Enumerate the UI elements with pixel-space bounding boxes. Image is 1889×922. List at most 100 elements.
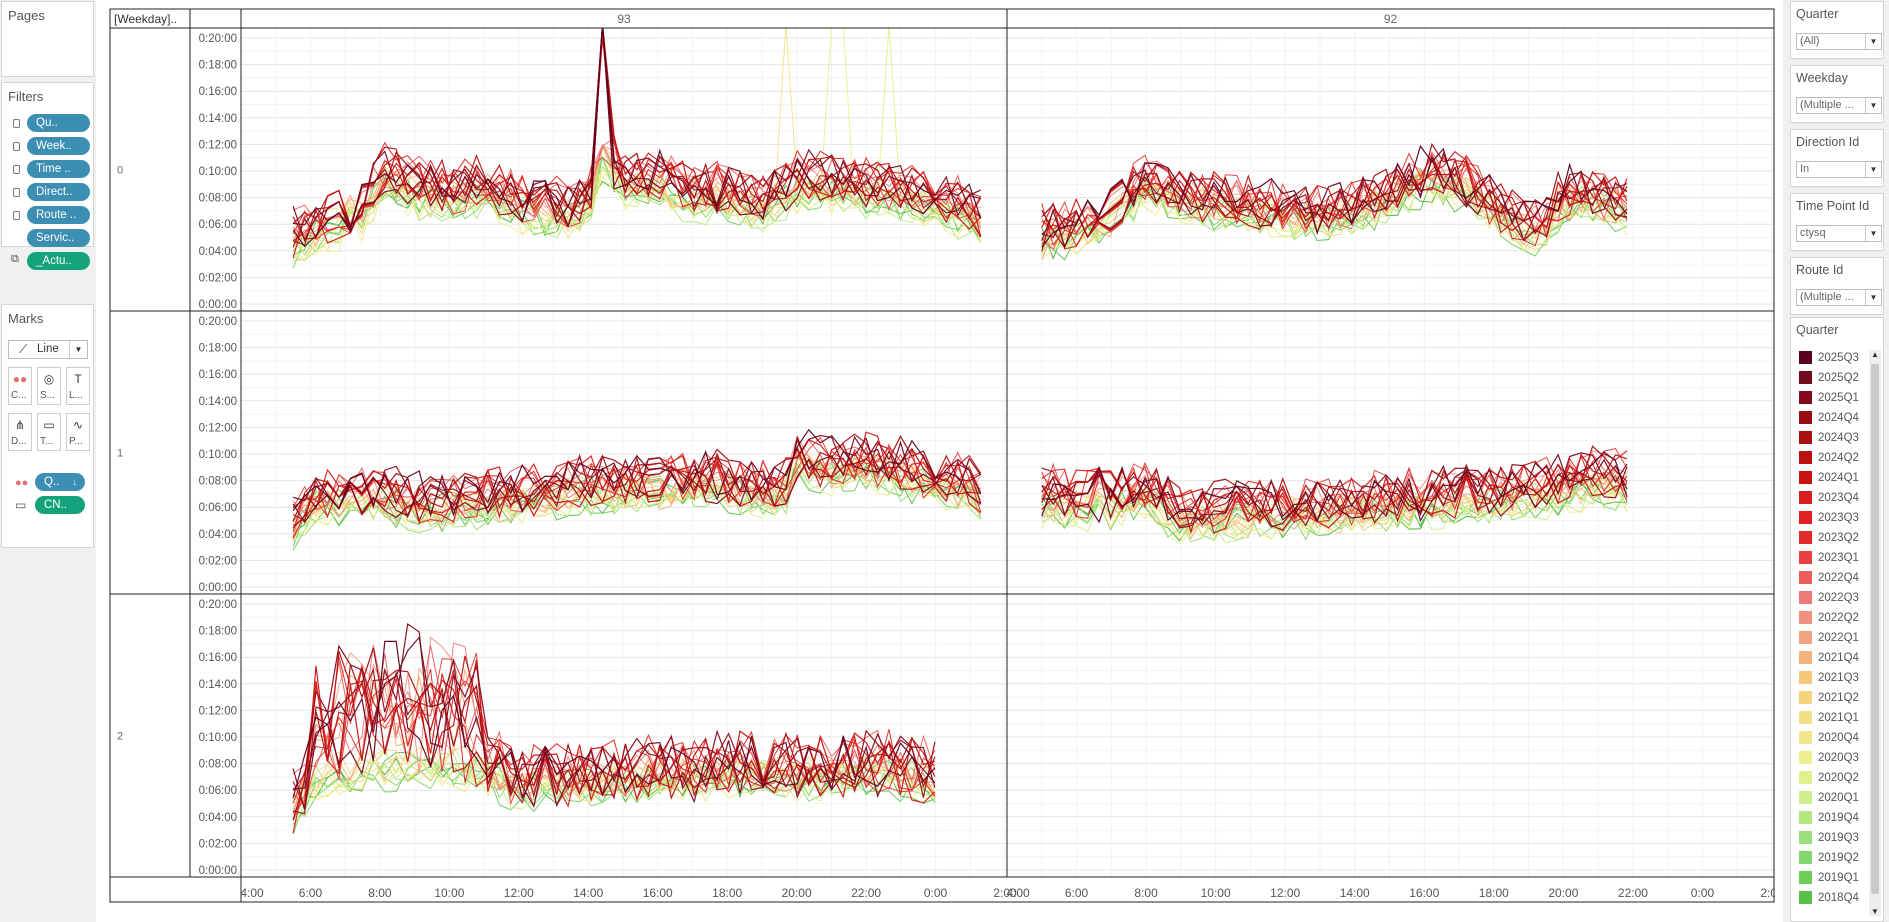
y-tick-label: 0:04:00 <box>199 812 237 824</box>
color-pill-quarter[interactable]: Q.. ↓ <box>35 473 85 491</box>
y-tick-label: 0:08:00 <box>199 759 237 771</box>
y-tick-label: 0:12:00 <box>199 705 237 717</box>
series-line-0 <box>292 428 982 518</box>
series-line-0 <box>292 640 936 800</box>
quick-filter-card: Time Point Id ctysq ▼ <box>1790 193 1884 251</box>
scroll-down-icon[interactable]: ▼ <box>1871 907 1879 916</box>
legend-label: 2019Q4 <box>1818 812 1859 824</box>
x-tick-label: 16:00 <box>643 886 673 900</box>
legend-swatch <box>1799 851 1812 864</box>
quick-filter-value: ctysq <box>1800 227 1826 239</box>
series-line-12 <box>292 144 981 247</box>
quick-filter-dropdown[interactable]: In ▼ <box>1796 161 1882 178</box>
chevron-down-icon[interactable]: ▼ <box>69 341 87 358</box>
legend-label: 2019Q3 <box>1818 832 1859 844</box>
y-tick-label: 0:06:00 <box>199 785 237 797</box>
y-tick-label: 0:08:00 <box>199 193 237 205</box>
x-tick-label: 4:00 <box>240 886 264 900</box>
filter-pill[interactable]: Time .. <box>27 160 90 178</box>
mark-button-label: P... <box>69 436 83 447</box>
color-icon: ●● <box>12 372 28 386</box>
quick-filter-title: Time Point Id <box>1796 199 1870 213</box>
scroll-up-icon[interactable]: ▲ <box>1871 350 1879 359</box>
legend-label: 2023Q2 <box>1818 532 1859 544</box>
detail-button[interactable]: ⋔ D... <box>8 413 32 451</box>
x-tick-label: 6:00 <box>1065 886 1089 900</box>
series-line-4 <box>292 664 936 815</box>
scroll-thumb[interactable] <box>1871 364 1879 894</box>
pages-shelf[interactable]: Pages <box>1 1 94 77</box>
mark-button-label: D... <box>11 436 27 447</box>
y-tick-label: 0:00:00 <box>199 865 237 877</box>
legend-label: 2023Q1 <box>1818 552 1859 564</box>
chevron-down-icon[interactable]: ▼ <box>1865 162 1881 177</box>
legend-label: 2020Q1 <box>1818 792 1859 804</box>
filter-context-icon <box>13 211 20 220</box>
y-tick-label: 0:14:00 <box>199 679 237 691</box>
line-chart: [Weekday].. 93 92 0 1 2 0:20:00 0:18:00 0:16:00 0… <box>109 8 1775 903</box>
quick-filter-dropdown[interactable]: (All) ▼ <box>1796 33 1882 50</box>
quick-filter-title: Direction Id <box>1796 135 1860 149</box>
path-icon: ∿ <box>72 418 84 432</box>
shelves-panel: Pages Filters Qu.. Week.. Time .. Direct.. R… <box>0 0 96 922</box>
series-line-22 <box>292 756 936 831</box>
series-line-18 <box>292 746 936 816</box>
column-header: 92 <box>1384 12 1398 26</box>
legend-swatch <box>1799 531 1812 544</box>
legend-scrollbar[interactable]: ▲ ▼ <box>1869 350 1881 916</box>
legend-swatch <box>1799 351 1812 364</box>
legend-swatch <box>1799 471 1812 484</box>
filter-context-icon <box>13 165 20 174</box>
series-line-19 <box>1041 475 1628 540</box>
series-line-0 <box>1041 451 1628 524</box>
series-line-7 <box>1041 450 1628 523</box>
legend-swatch <box>1799 511 1812 524</box>
tooltip-pill-cn[interactable]: CN.. <box>35 496 85 514</box>
y-tick-label: 0:20:00 <box>199 316 237 328</box>
legend-swatch <box>1799 371 1812 384</box>
legend-label: 2024Q4 <box>1818 412 1859 424</box>
detail-icon: ⋔ <box>14 418 26 432</box>
filter-pill[interactable]: Route .. <box>27 206 90 224</box>
row-header: 1 <box>117 448 123 460</box>
chevron-down-icon[interactable]: ▼ <box>1865 290 1881 305</box>
filter-pill[interactable]: Week.. <box>27 137 90 155</box>
chevron-down-icon[interactable]: ▼ <box>1865 226 1881 241</box>
y-tick-label: 0:16:00 <box>199 652 237 664</box>
column-header: 93 <box>617 12 631 26</box>
quick-filter-dropdown[interactable]: (Multiple ... ▼ <box>1796 97 1882 114</box>
quick-filter-dropdown[interactable]: ctysq ▼ <box>1796 225 1882 242</box>
series-line-7 <box>292 38 982 259</box>
quick-filter-dropdown[interactable]: (Multiple ... ▼ <box>1796 289 1882 306</box>
filter-pill[interactable]: Servic.. <box>27 229 90 247</box>
line-mark-icon: ⟋ <box>19 342 28 356</box>
mark-type-dropdown[interactable]: ⟋ Line ▼ <box>8 340 88 359</box>
x-tick-label: 16:00 <box>1409 886 1439 900</box>
legend-label: 2025Q3 <box>1818 352 1859 364</box>
legend-panel: Quarter (All) ▼ Weekday (Multiple ... ▼ Direct… <box>1783 0 1889 922</box>
quick-filter-value: (Multiple ... <box>1800 99 1854 111</box>
quick-filter-card: Route Id (Multiple ... ▼ <box>1790 257 1884 315</box>
series-line-12 <box>292 451 982 538</box>
chevron-down-icon[interactable]: ▼ <box>1865 98 1881 113</box>
chevron-down-icon[interactable]: ▼ <box>1865 34 1881 49</box>
x-tick-label: 10:00 <box>1201 886 1231 900</box>
y-tick-label: 0:16:00 <box>199 369 237 381</box>
legend-swatch <box>1799 691 1812 704</box>
filter-pill[interactable]: Direct.. <box>27 183 90 201</box>
tooltip-button[interactable]: ▭ T... <box>37 413 61 451</box>
y-tick-label: 0:08:00 <box>199 476 237 488</box>
size-button[interactable]: ◎ S... <box>37 367 61 405</box>
filters-shelf[interactable]: Filters Qu.. Week.. Time .. Direct.. Route .… <box>1 82 94 270</box>
series-line-21 <box>292 759 935 801</box>
series-line-6 <box>292 659 936 808</box>
filter-pill[interactable]: _Actu.. <box>27 252 90 270</box>
series-line-20 <box>1041 180 1628 256</box>
path-button[interactable]: ∿ P... <box>66 413 90 451</box>
label-button[interactable]: T L... <box>66 367 90 405</box>
filter-pill[interactable]: Qu.. <box>27 114 90 132</box>
legend-swatch <box>1799 871 1812 884</box>
x-tick-label: 6:00 <box>299 886 323 900</box>
series-line-5 <box>292 28 982 227</box>
color-button[interactable]: ●● C... <box>8 367 32 405</box>
